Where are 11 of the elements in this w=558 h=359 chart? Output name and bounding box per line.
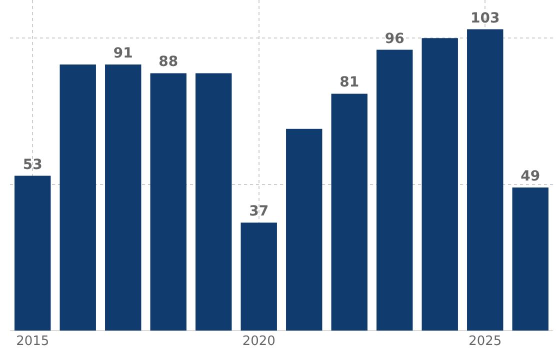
data-label: 96	[384, 30, 404, 47]
data-label: 103	[470, 10, 500, 26]
data-label: 53	[22, 156, 42, 173]
x-tick-label: 2025	[468, 334, 502, 349]
data-label: 91	[113, 45, 133, 62]
data-label: 49	[520, 168, 540, 184]
data-label: 81	[340, 74, 360, 91]
data-label: 37	[249, 204, 269, 220]
data-label: 88	[158, 54, 178, 70]
x-tick-label: 2015	[16, 334, 50, 349]
x-tick-label: 2020	[242, 334, 276, 349]
